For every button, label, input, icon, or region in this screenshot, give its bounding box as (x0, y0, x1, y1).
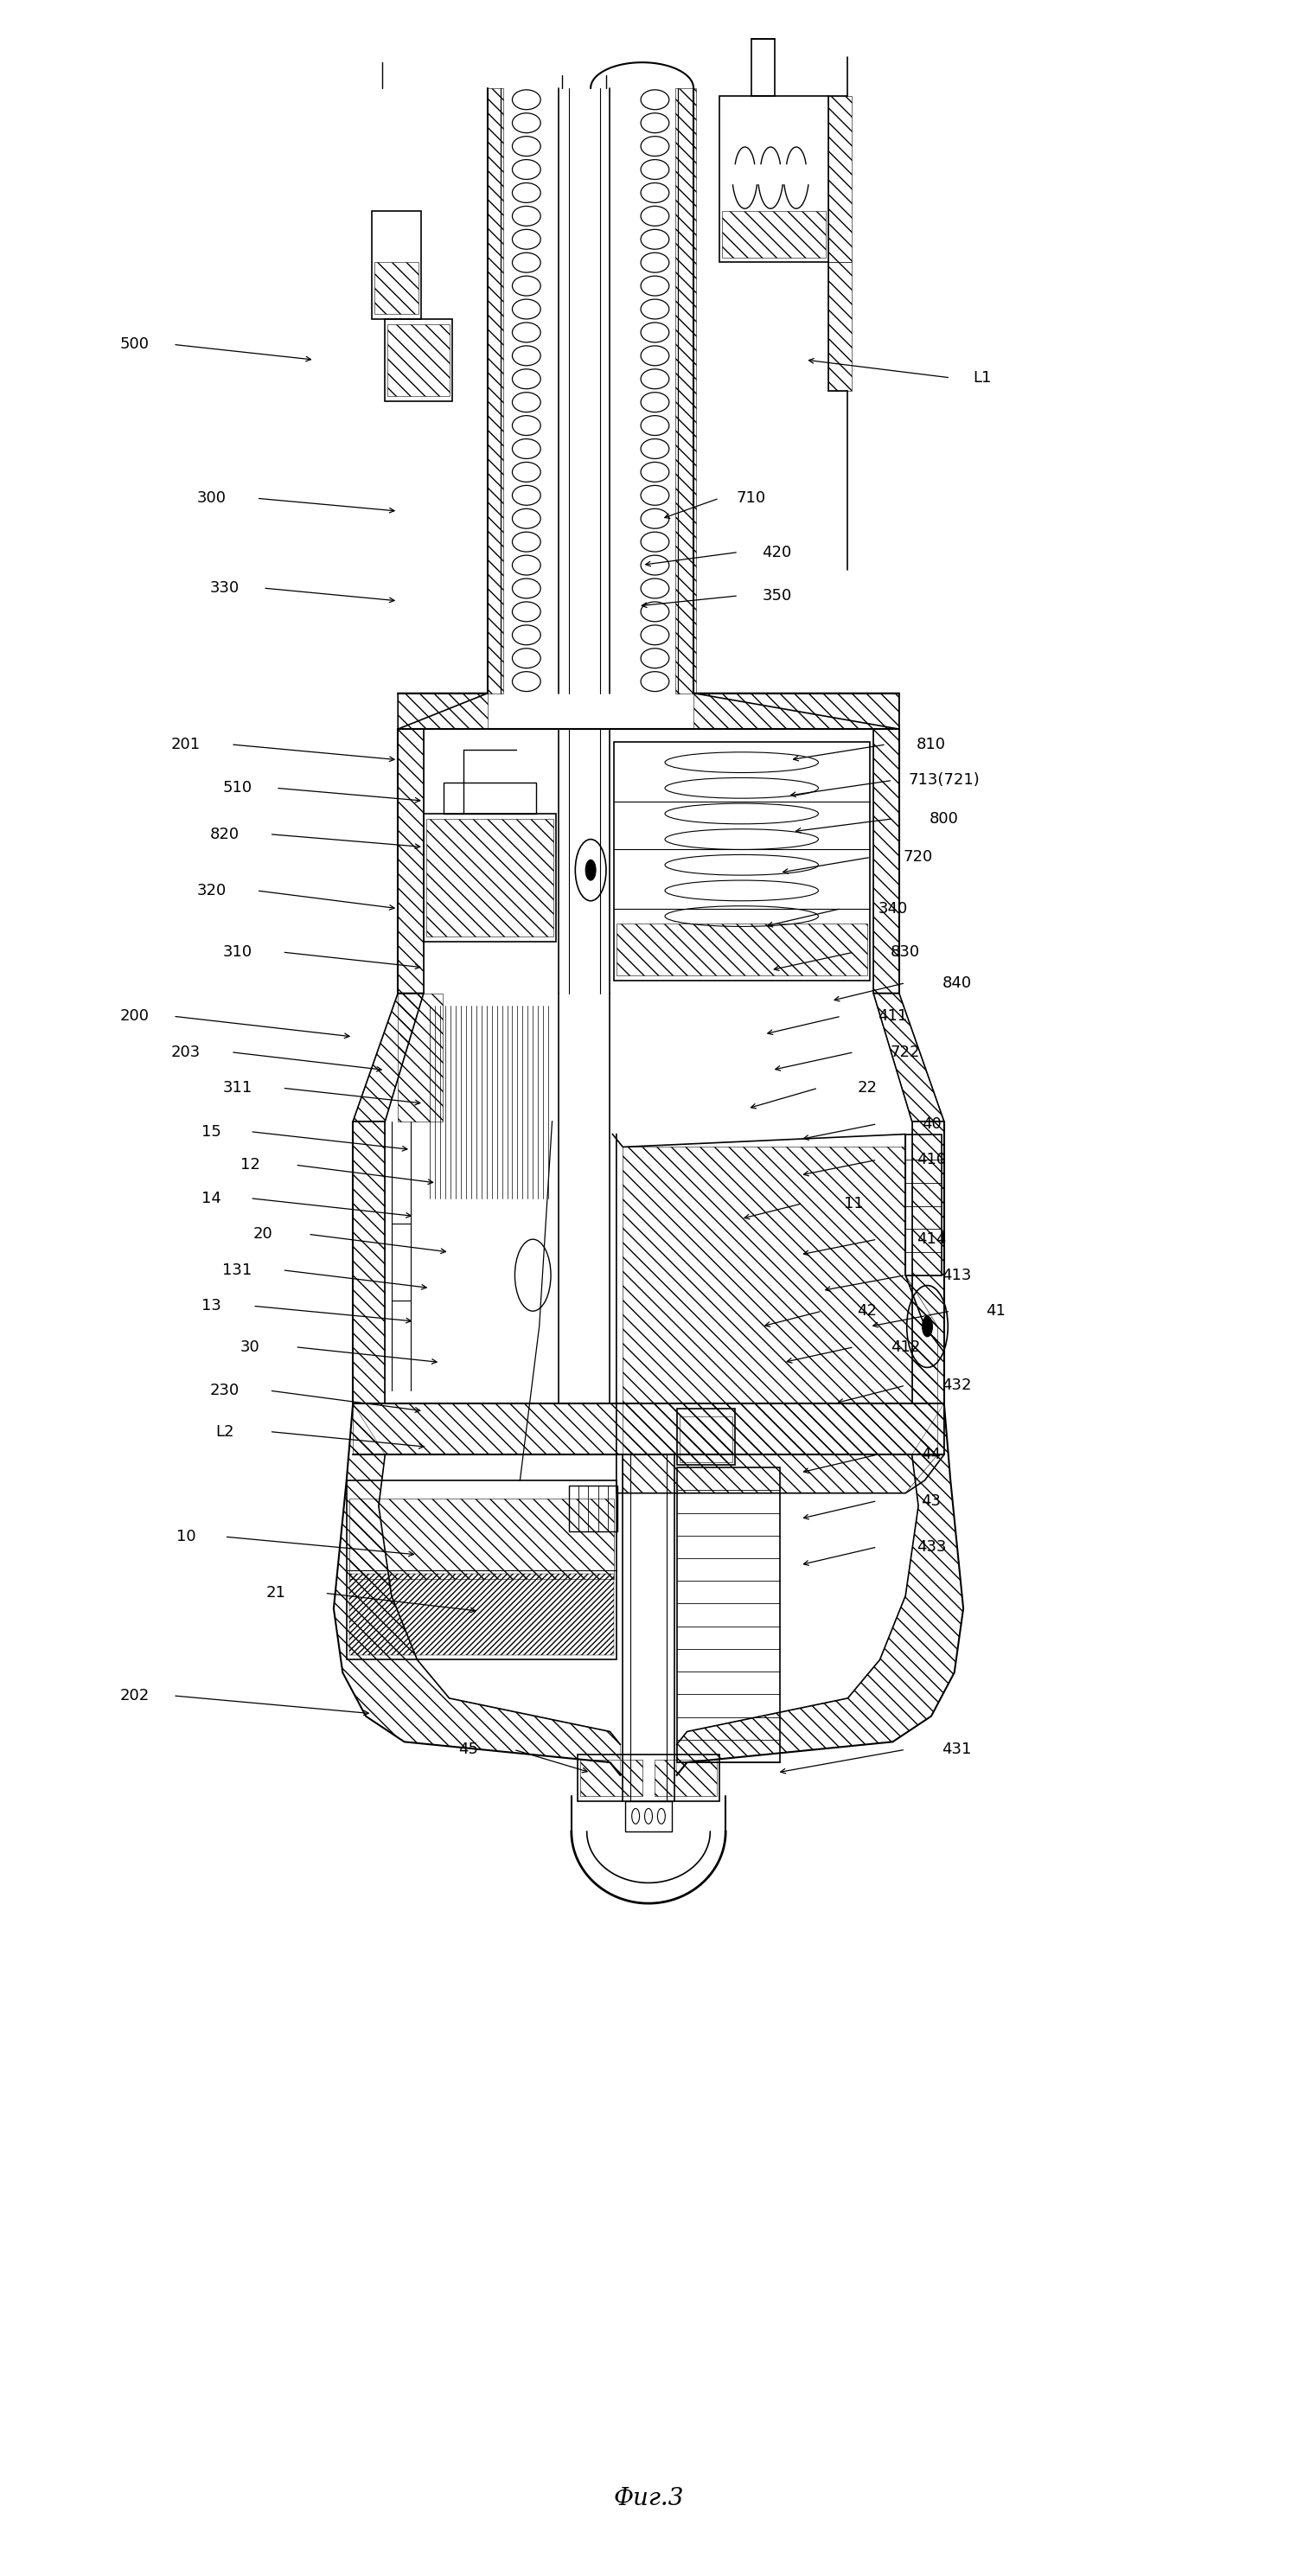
Text: 310: 310 (223, 945, 252, 961)
Text: 433: 433 (916, 1540, 946, 1556)
Text: 203: 203 (171, 1043, 201, 1059)
Bar (616, 925, 866, 976)
Text: 42: 42 (857, 1303, 877, 1319)
Text: 722: 722 (891, 1043, 921, 1059)
Text: 810: 810 (917, 737, 946, 752)
Text: 20: 20 (253, 1226, 272, 1242)
Text: 432: 432 (942, 1378, 971, 1394)
Bar (694, 693, 899, 729)
Text: 40: 40 (921, 1115, 942, 1131)
Bar (580, 1759, 642, 1795)
Text: 230: 230 (210, 1383, 239, 1399)
Bar (680, 1417, 732, 1463)
Text: L2: L2 (215, 1425, 233, 1440)
Text: 43: 43 (921, 1494, 942, 1510)
Text: 500: 500 (119, 337, 149, 353)
Bar (489, 88, 505, 693)
Bar (719, 95, 829, 263)
Bar (873, 729, 899, 994)
Text: 414: 414 (917, 1231, 946, 1247)
Bar (353, 1121, 385, 1404)
Text: 300: 300 (197, 489, 226, 505)
Bar (372, 211, 422, 319)
Text: 411: 411 (878, 1007, 908, 1025)
Text: 45: 45 (459, 1741, 479, 1757)
Text: 10: 10 (176, 1530, 196, 1546)
Text: 15: 15 (202, 1123, 222, 1139)
Bar (398, 693, 488, 729)
Bar (578, 1754, 719, 1801)
Circle shape (922, 1316, 933, 1337)
Text: 131: 131 (223, 1262, 252, 1278)
Bar (676, 88, 696, 693)
Text: Фиг.3: Фиг.3 (613, 2486, 684, 2509)
Text: 830: 830 (891, 945, 921, 961)
Bar (829, 95, 852, 263)
Text: 41: 41 (986, 1303, 1005, 1319)
Circle shape (632, 1808, 639, 1824)
Bar (353, 1404, 944, 1455)
Text: 30: 30 (240, 1340, 259, 1355)
Bar (905, 1133, 942, 1275)
Text: 44: 44 (921, 1448, 942, 1463)
Text: 413: 413 (942, 1267, 971, 1283)
Text: 22: 22 (857, 1079, 877, 1095)
Text: 12: 12 (240, 1157, 259, 1172)
Text: 840: 840 (942, 976, 971, 992)
Text: 720: 720 (904, 850, 933, 866)
Text: 800: 800 (930, 811, 958, 827)
Text: 11: 11 (844, 1195, 864, 1211)
Bar (613, 742, 869, 981)
Text: 412: 412 (891, 1340, 921, 1355)
Text: 410: 410 (917, 1151, 946, 1167)
Bar (398, 994, 442, 1121)
Text: L1: L1 (973, 371, 992, 386)
Text: 710: 710 (737, 489, 767, 505)
Bar (427, 819, 554, 938)
Text: 713(721): 713(721) (908, 773, 979, 788)
Text: 431: 431 (942, 1741, 971, 1757)
Text: 14: 14 (202, 1190, 222, 1206)
Text: 350: 350 (763, 587, 791, 603)
Bar (488, 88, 503, 693)
Bar (721, 211, 826, 258)
Text: 201: 201 (171, 737, 201, 752)
Bar (677, 1468, 779, 1762)
Text: 311: 311 (223, 1079, 252, 1095)
Bar (912, 1121, 944, 1404)
Circle shape (585, 860, 595, 881)
Bar (388, 325, 449, 397)
Text: 820: 820 (210, 827, 239, 842)
Bar (346, 1481, 616, 1659)
Bar (385, 319, 451, 402)
Text: 420: 420 (763, 544, 791, 559)
Text: 13: 13 (202, 1298, 222, 1314)
Text: 340: 340 (878, 902, 908, 917)
Text: 21: 21 (266, 1584, 285, 1600)
Bar (444, 783, 536, 814)
Bar (398, 729, 424, 994)
Bar (829, 263, 852, 392)
Bar (349, 1499, 613, 1579)
Text: 330: 330 (210, 580, 239, 595)
Bar (424, 814, 556, 943)
Bar (375, 263, 419, 314)
Text: 200: 200 (119, 1007, 149, 1025)
Bar (569, 1486, 617, 1533)
Bar (625, 1801, 672, 1832)
Bar (677, 1409, 734, 1466)
Text: 320: 320 (197, 884, 227, 899)
Bar (751, 39, 774, 95)
Circle shape (658, 1808, 665, 1824)
Bar (349, 1574, 613, 1654)
Bar (655, 1759, 717, 1795)
Text: 202: 202 (119, 1687, 149, 1703)
Circle shape (645, 1808, 652, 1824)
Text: 510: 510 (223, 781, 252, 796)
